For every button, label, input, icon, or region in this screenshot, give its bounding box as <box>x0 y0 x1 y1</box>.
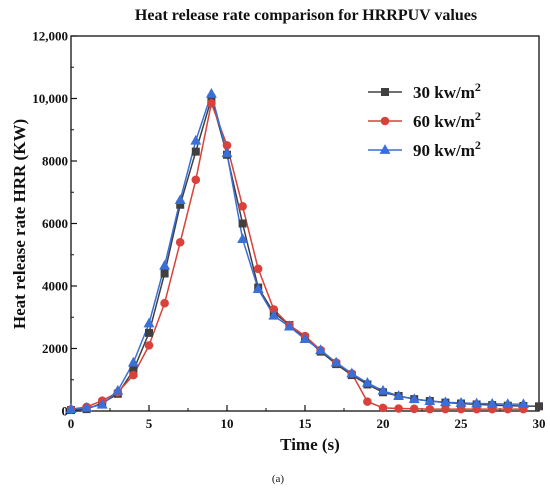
data-point-series-1 <box>191 147 200 156</box>
data-point-series-3 <box>439 396 451 407</box>
data-point-series-2 <box>425 404 435 414</box>
data-point-series-2 <box>129 370 138 380</box>
data-point-series-3 <box>252 283 264 294</box>
data-point-series-3 <box>143 317 155 328</box>
data-point-series-1 <box>535 402 543 411</box>
chart-title: Heat release rate comparison for HRRPUV … <box>135 7 477 24</box>
data-point-series-2 <box>191 175 201 185</box>
data-point-series-1 <box>145 328 153 337</box>
data-point-series-3 <box>424 395 436 405</box>
data-point-series-3 <box>237 233 249 244</box>
data-point-series-3 <box>283 320 295 331</box>
data-point-series-2 <box>409 404 419 414</box>
data-point-series-2 <box>253 264 263 274</box>
y-tick-label: 8000 <box>42 154 68 169</box>
data-point-series-3 <box>205 87 217 98</box>
legend-marker <box>379 144 391 154</box>
data-point-series-3 <box>81 402 93 412</box>
x-tick-label: 20 <box>377 416 390 431</box>
data-point-series-3 <box>159 259 171 270</box>
data-point-series-3 <box>408 393 420 404</box>
y-tick-label: 2000 <box>42 341 68 356</box>
x-tick-label: 30 <box>533 416 546 431</box>
plot-area: 0 5 10 15 20 25 30 0 2000 4000 6000 8000 10,000 12,00… <box>32 29 545 432</box>
data-point-series-2 <box>160 298 169 308</box>
legend-label: 90 kw/m2 <box>413 138 481 160</box>
data-point-series-2 <box>378 403 388 413</box>
data-point-series-3 <box>96 398 108 409</box>
data-point-series-2 <box>175 237 185 247</box>
x-tick-label: 15 <box>299 416 313 431</box>
data-point-series-3 <box>174 194 186 204</box>
data-point-series-3 <box>315 344 327 354</box>
data-point-series-3 <box>517 398 529 409</box>
data-point-series-3 <box>361 377 373 387</box>
legend-label-superscript: 2 <box>475 138 481 152</box>
data-point-series-3 <box>221 147 233 158</box>
data-point-series-3 <box>127 356 139 367</box>
data-point-series-3 <box>393 390 405 400</box>
data-point-series-3 <box>346 367 358 378</box>
data-point-series-2 <box>363 397 372 406</box>
data-point-series-2 <box>441 404 450 414</box>
data-point-series-1 <box>160 269 169 278</box>
legend-label-superscript: 2 <box>475 109 481 123</box>
figure-caption: (a) <box>272 473 285 485</box>
y-tick-label: 12,000 <box>32 29 68 44</box>
x-tick-label: 25 <box>455 416 469 431</box>
data-point-series-2 <box>394 404 403 413</box>
data-point-series-2 <box>144 341 154 350</box>
data-point-series-3 <box>486 397 498 408</box>
x-axis-label: Time (s) <box>280 435 340 454</box>
data-point-series-1 <box>238 219 247 228</box>
legend-marker <box>380 116 390 126</box>
data-point-series-3 <box>190 134 202 145</box>
y-axis-label: Heat release rate HRR (KW) <box>10 119 29 329</box>
legend-label-superscript: 2 <box>475 80 481 94</box>
data-point-series-3 <box>377 384 389 395</box>
x-tick-label: 5 <box>146 416 153 431</box>
data-point-series-3 <box>330 356 342 367</box>
data-point-series-2 <box>238 202 247 211</box>
data-point-series-3 <box>65 403 77 414</box>
data-point-series-3 <box>112 384 124 395</box>
data-point-series-3 <box>299 333 311 344</box>
y-tick-label: 0 <box>62 404 69 419</box>
y-tick-label: 10,000 <box>32 91 68 106</box>
data-point-series-3 <box>455 397 467 407</box>
x-tick-label: 0 <box>68 416 75 431</box>
data-point-series-3 <box>471 397 483 408</box>
data-point-series-2 <box>207 98 216 108</box>
data-point-series-3 <box>502 398 514 409</box>
legend-label: 60 kw/m2 <box>413 109 481 131</box>
x-tick-label: 10 <box>221 416 234 431</box>
legend-label: 30 kw/m2 <box>413 80 481 102</box>
y-tick-label: 4000 <box>42 279 68 294</box>
y-tick-label: 6000 <box>42 216 68 231</box>
data-point-series-3 <box>268 309 280 320</box>
legend-marker <box>381 88 389 96</box>
legend: 30 kw/m2 60 kw/m2 90 kw/m2 <box>368 80 481 160</box>
